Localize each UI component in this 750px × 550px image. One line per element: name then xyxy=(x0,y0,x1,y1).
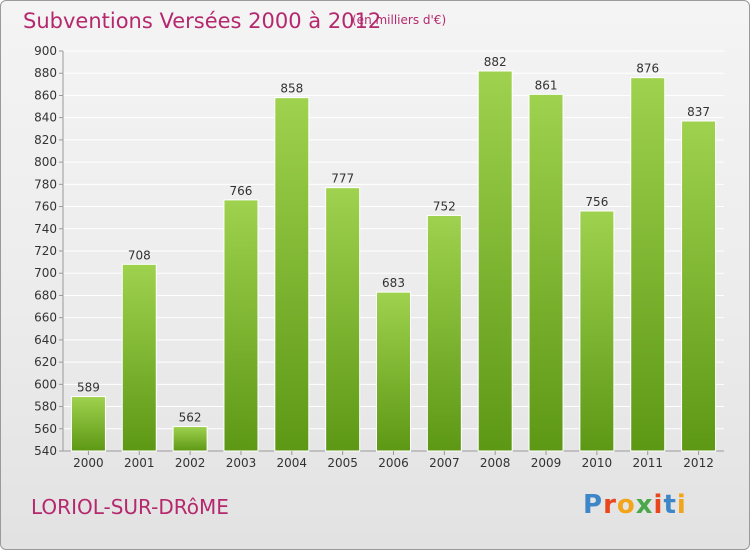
data-label: 683 xyxy=(382,276,405,290)
y-tick-label: 700 xyxy=(34,266,57,280)
y-tick-label: 760 xyxy=(34,200,57,214)
bar xyxy=(528,93,564,452)
data-label: 777 xyxy=(331,172,354,186)
x-tick-label: 2008 xyxy=(480,456,511,470)
x-tick-label: 2005 xyxy=(327,456,358,470)
data-label: 756 xyxy=(585,195,608,209)
x-tick-label: 2007 xyxy=(429,456,460,470)
bar xyxy=(579,210,615,452)
y-tick-label: 640 xyxy=(34,333,57,347)
y-tick-label: 600 xyxy=(34,377,57,391)
x-tick-label: 2011 xyxy=(632,456,663,470)
y-tick-label: 780 xyxy=(34,177,57,191)
logo-letter: P xyxy=(583,490,604,520)
y-tick-label: 540 xyxy=(34,444,57,458)
y-tick-label: 900 xyxy=(34,44,57,58)
y-tick-label: 820 xyxy=(34,133,57,147)
data-label: 589 xyxy=(77,381,100,395)
proxiti-logo[interactable]: Proxiti xyxy=(583,490,687,520)
y-tick-label: 680 xyxy=(34,288,57,302)
bar xyxy=(70,396,106,452)
y-tick-label: 660 xyxy=(34,311,57,325)
x-tick-label: 2001 xyxy=(124,456,155,470)
y-tick-label: 720 xyxy=(34,244,57,258)
chart-subtitle: (en milliers d'€) xyxy=(352,13,447,27)
logo-letter: r xyxy=(603,490,617,520)
commune-name: LORIOL-SUR-DRôME xyxy=(31,495,229,519)
chart-title: Subventions Versées 2000 à 2012 xyxy=(23,9,382,33)
y-tick-label: 880 xyxy=(34,66,57,80)
y-tick-label: 800 xyxy=(34,155,57,169)
y-tick-label: 860 xyxy=(34,88,57,102)
x-tick-label: 2006 xyxy=(378,456,409,470)
bar xyxy=(376,291,411,452)
bar xyxy=(121,263,157,452)
logo-letter: t xyxy=(663,490,677,520)
bar xyxy=(325,187,361,452)
y-tick-label: 580 xyxy=(34,400,57,414)
data-label: 858 xyxy=(280,82,303,96)
bar xyxy=(630,77,666,452)
x-tick-label: 2000 xyxy=(73,456,104,470)
bar xyxy=(426,214,462,452)
bar xyxy=(274,97,310,452)
bar xyxy=(681,120,717,452)
data-label: 752 xyxy=(433,199,456,213)
y-tick-label: 840 xyxy=(34,111,57,125)
data-label: 766 xyxy=(230,184,253,198)
x-tick-label: 2012 xyxy=(683,456,714,470)
logo-letter: i xyxy=(676,490,687,520)
bar xyxy=(477,70,513,452)
x-tick-label: 2004 xyxy=(277,456,308,470)
logo-letter: x xyxy=(635,490,654,520)
data-label: 876 xyxy=(636,62,659,76)
y-tick-label: 740 xyxy=(34,222,57,236)
data-label: 837 xyxy=(687,105,710,119)
logo-letter: o xyxy=(616,490,636,520)
data-label: 708 xyxy=(128,248,151,262)
y-tick-label: 560 xyxy=(34,422,57,436)
data-label: 562 xyxy=(179,411,202,425)
x-tick-label: 2010 xyxy=(582,456,613,470)
x-tick-label: 2003 xyxy=(226,456,257,470)
data-label: 861 xyxy=(535,78,558,92)
data-label: 882 xyxy=(484,55,507,69)
bar xyxy=(223,199,259,452)
bar xyxy=(172,426,208,452)
y-tick-label: 620 xyxy=(34,355,57,369)
x-tick-label: 2009 xyxy=(531,456,562,470)
x-tick-label: 2002 xyxy=(175,456,206,470)
logo-letter: i xyxy=(653,490,664,520)
